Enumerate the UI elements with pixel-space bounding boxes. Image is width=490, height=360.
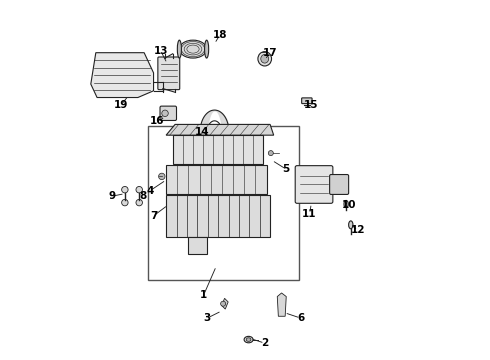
Circle shape [122,199,128,206]
Circle shape [136,186,143,193]
Text: 18: 18 [213,30,227,40]
Circle shape [162,110,168,117]
Text: 13: 13 [153,46,168,56]
Text: 5: 5 [283,164,290,174]
Text: 7: 7 [150,211,157,221]
Circle shape [220,301,225,306]
Ellipse shape [205,40,209,58]
Text: 9: 9 [109,191,116,201]
FancyBboxPatch shape [158,57,180,90]
FancyBboxPatch shape [302,98,312,104]
Bar [166,165,267,194]
Text: 4: 4 [147,186,154,196]
Text: 12: 12 [351,225,365,235]
Text: 6: 6 [297,313,304,323]
Bar [166,195,270,237]
Ellipse shape [179,40,207,58]
Text: 2: 2 [261,338,269,348]
Bar [188,237,207,253]
FancyBboxPatch shape [160,106,176,121]
Polygon shape [166,125,274,135]
Polygon shape [221,298,228,309]
Text: 8: 8 [139,191,147,201]
Ellipse shape [244,336,253,343]
FancyBboxPatch shape [330,175,349,194]
Text: 15: 15 [304,100,319,110]
Circle shape [269,150,273,156]
Text: 19: 19 [114,100,128,110]
Ellipse shape [258,51,271,66]
Text: 10: 10 [342,200,356,210]
Circle shape [136,199,143,206]
Circle shape [159,173,165,180]
Polygon shape [277,293,286,316]
Text: 1: 1 [200,290,207,300]
Bar [173,135,263,164]
Ellipse shape [344,201,348,208]
Text: 16: 16 [150,116,164,126]
Ellipse shape [246,338,251,341]
Text: 11: 11 [302,209,317,219]
Circle shape [122,186,128,193]
FancyBboxPatch shape [295,166,333,203]
Ellipse shape [261,54,269,63]
Text: 14: 14 [195,127,209,136]
Bar [148,126,299,280]
Ellipse shape [349,221,353,229]
Ellipse shape [177,40,181,58]
Text: 3: 3 [204,313,211,323]
Text: 17: 17 [263,48,277,58]
Polygon shape [91,53,153,98]
